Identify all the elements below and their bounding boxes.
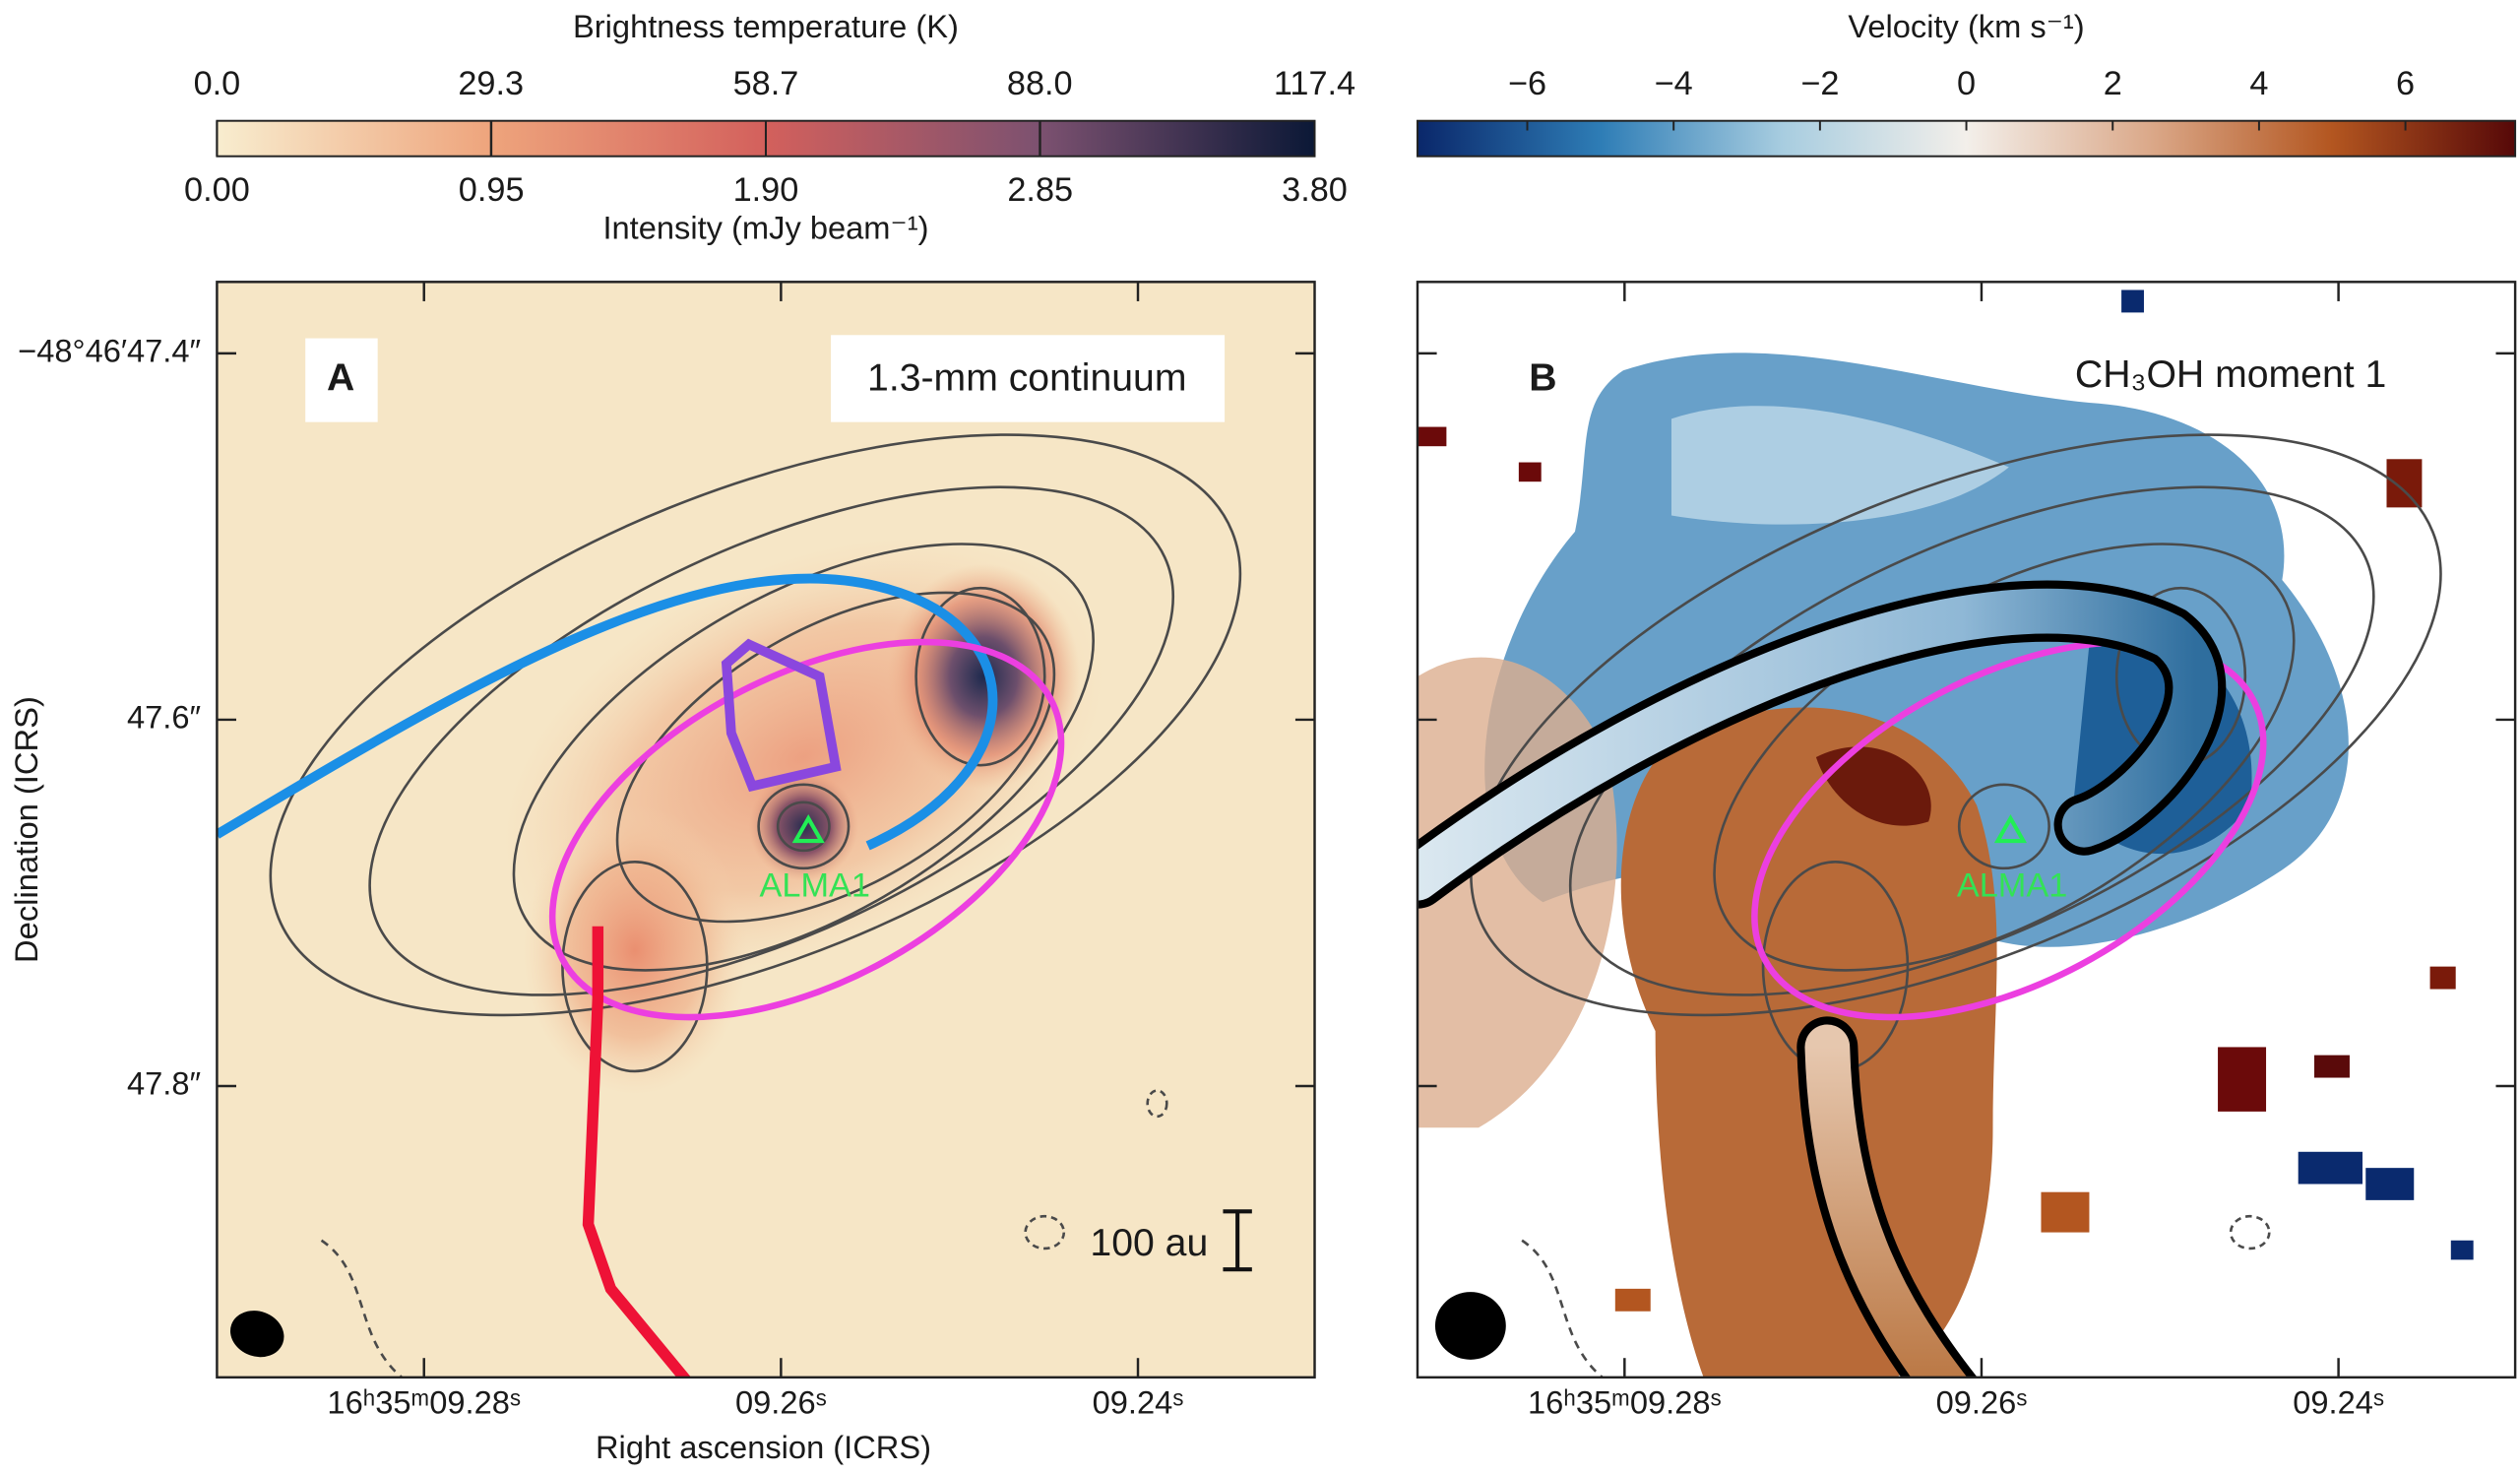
colorbar-tick-label: 3.80	[1282, 171, 1348, 209]
colorbar-tick-label: 0.95	[459, 171, 525, 209]
colorbar-tick-label: 6	[2396, 65, 2415, 102]
scale-bar-label: 100 au	[1090, 1221, 1208, 1264]
x-tick-label: 09.26ˢ	[1936, 1383, 2028, 1420]
colorbar-label: Velocity (km s⁻¹)	[1848, 8, 2084, 44]
x-tick-label: 09.26ˢ	[735, 1383, 827, 1420]
colorbar-tick-label: 0.0	[194, 65, 241, 102]
annotation: CH₃OH moment 1	[2075, 352, 2386, 396]
source-label: ALMA1	[1957, 867, 2067, 905]
colorbar-tick-label: 4	[2249, 65, 2268, 102]
colorbar-label: Intensity (mJy beam⁻¹)	[602, 210, 928, 246]
x-tick-label: 09.24ˢ	[2293, 1383, 2384, 1420]
colorbar-tick-label: 2	[2104, 65, 2122, 102]
colorbar-tick-label: 29.3	[458, 65, 524, 102]
x-tick-label: 16ʰ35ᵐ09.28ˢ	[1528, 1383, 1722, 1420]
colorbar-tick-label: 117.4	[1274, 65, 1355, 102]
y-axis-title: Declination (ICRS)	[8, 696, 44, 963]
y-tick-label: −48°46′47.4″	[18, 332, 201, 368]
colorbar-label: Brightness temperature (K)	[573, 8, 959, 44]
colorbar-tick-label: −2	[1800, 65, 1839, 102]
colorbar-tick-label: 88.0	[1007, 65, 1073, 102]
x-axis-title: Right ascension (ICRS)	[596, 1429, 931, 1465]
panel-b-frame	[1416, 281, 2517, 1379]
panel-b-image	[1418, 282, 2516, 1378]
x-tick-label: 16ʰ35ᵐ09.28ˢ	[327, 1383, 521, 1420]
colorbar-tick-label: −6	[1508, 65, 1546, 102]
x-tick-label: 09.24ˢ	[1093, 1383, 1184, 1420]
y-tick-label: 47.6″	[127, 699, 201, 736]
panel-label: B	[1529, 355, 1556, 399]
colorbar-tick-label: 1.90	[733, 171, 799, 209]
y-tick-label: 47.8″	[127, 1065, 201, 1102]
panel-a-frame	[216, 281, 1316, 1379]
colorbar-tick-label: −4	[1655, 65, 1693, 102]
colorbar-tick-label: 0	[1957, 65, 1976, 102]
panel-label: A	[327, 355, 354, 399]
annotation: 1.3-mm continuum	[867, 355, 1186, 399]
colorbar-tick-label: 0.00	[184, 171, 250, 209]
colorbar-tick-label: 2.85	[1007, 171, 1073, 209]
panel-a-image	[217, 282, 1315, 1378]
colorbar-tick-label: 58.7	[733, 65, 799, 102]
source-label: ALMA1	[760, 867, 870, 905]
